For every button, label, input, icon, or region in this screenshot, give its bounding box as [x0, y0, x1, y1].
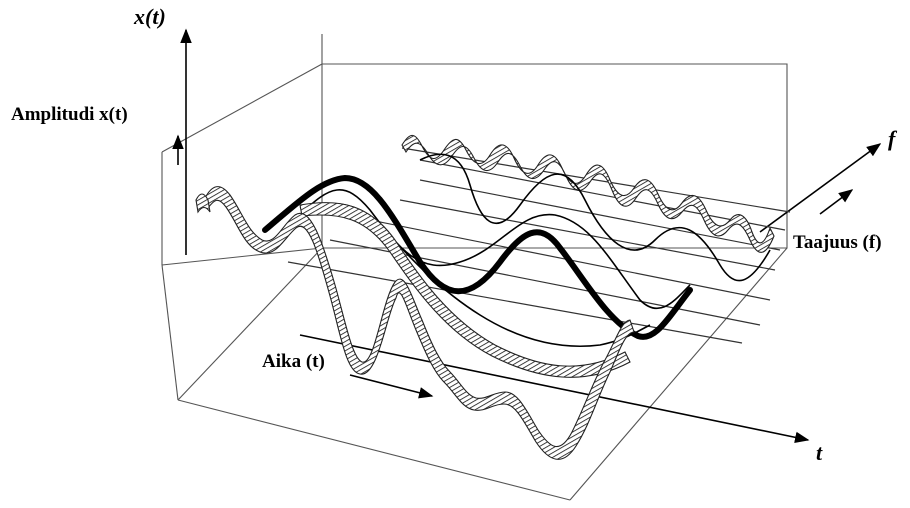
left-face-bottom [161, 247, 323, 266]
slice-line-6 [419, 159, 786, 231]
back-hatched-wave [401, 134, 775, 253]
axes [172, 28, 882, 444]
time-label: Aika (t) [262, 351, 325, 372]
frequency-direction-arrow [819, 189, 854, 215]
low-thin-wave-2 [299, 202, 651, 348]
front-left-wiggle [195, 193, 211, 214]
amplitude-label: Amplitudi x(t) [11, 104, 128, 125]
slice-lines [287, 147, 791, 344]
frequency-label: Taajuus (f) [793, 232, 882, 253]
frequency-axis [759, 143, 882, 233]
floor-front-edge [177, 399, 571, 501]
time-axis [299, 334, 810, 444]
low-thin-wave-1 [299, 189, 691, 310]
slow-hatched-wave [299, 202, 631, 378]
slice-line-7 [401, 147, 791, 213]
bold-wave [262, 174, 693, 340]
slice-line-5 [419, 179, 781, 251]
slice-line-1 [287, 261, 743, 344]
left-face-top [161, 63, 323, 153]
back-panel [321, 34, 788, 249]
mid-thin-wave [419, 153, 771, 282]
x-axis-label: x(t) [134, 4, 166, 29]
floor-right-edge [569, 247, 788, 501]
time-axis-label: t [816, 440, 823, 465]
box-frame [161, 34, 788, 501]
time-direction-arrow [349, 374, 434, 399]
front-hatched-wave [204, 186, 635, 460]
frequency-axis-label: f [888, 126, 896, 151]
slice-line-4 [399, 199, 776, 271]
floor-back-edge [177, 247, 323, 401]
floor-left-edge [161, 264, 179, 401]
